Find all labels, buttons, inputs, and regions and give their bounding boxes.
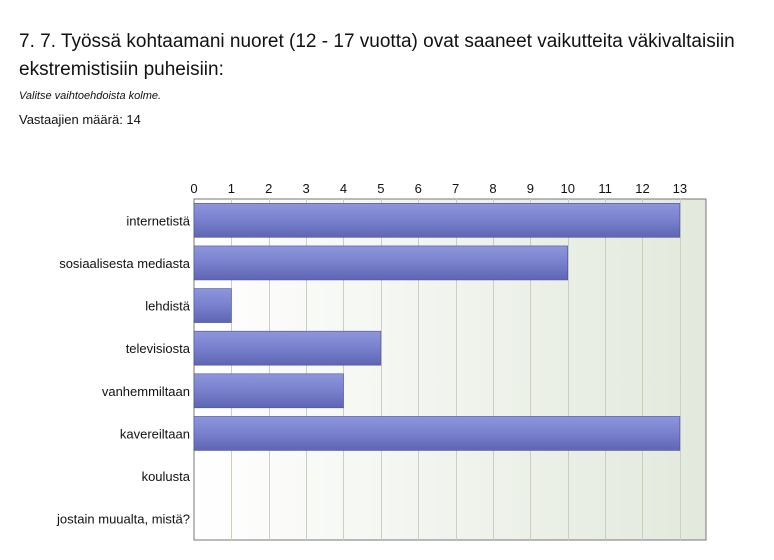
x-tick-label-10: 10 bbox=[560, 181, 574, 196]
x-tick-label-6: 6 bbox=[415, 181, 422, 196]
category-label-0: internetistä bbox=[126, 213, 190, 228]
bar-3 bbox=[193, 330, 382, 366]
category-label-6: koulusta bbox=[142, 469, 191, 484]
bar-0 bbox=[193, 203, 681, 238]
bar-5 bbox=[193, 416, 681, 451]
x-tick-label-8: 8 bbox=[489, 181, 496, 196]
x-tick-label-9: 9 bbox=[527, 181, 534, 196]
category-label-1: sosiaalisesta mediasta bbox=[59, 256, 191, 271]
category-label-7: jostain muualta, mistä? bbox=[56, 512, 190, 527]
x-axis-tick-labels: 0 1 2 3 4 5 6 7 8 9 10 11 12 13 bbox=[190, 181, 687, 196]
x-tick-label-5: 5 bbox=[377, 181, 384, 196]
bar-2 bbox=[193, 288, 232, 323]
x-tick-label-4: 4 bbox=[340, 181, 347, 196]
category-label-4: vanhemmiltaan bbox=[102, 384, 190, 399]
x-tick-label-3: 3 bbox=[302, 181, 309, 196]
category-label-5: kavereiltaan bbox=[120, 426, 190, 441]
category-labels: internetistä sosiaalisesta mediasta lehdis… bbox=[56, 213, 191, 526]
question-instruction: Valitse vaihtoehdoista kolme. bbox=[19, 90, 162, 102]
x-tick-label-7: 7 bbox=[452, 181, 459, 196]
category-label-3: televisiosta bbox=[126, 341, 191, 356]
x-tick-label-11: 11 bbox=[598, 181, 612, 196]
category-label-2: lehdistä bbox=[145, 299, 191, 314]
bar-1 bbox=[193, 245, 569, 281]
x-tick-label-2: 2 bbox=[265, 181, 272, 196]
x-tick-label-13: 13 bbox=[673, 181, 687, 196]
bars bbox=[193, 203, 681, 451]
x-tick-label-0: 0 bbox=[190, 181, 197, 196]
respondent-count: Vastaajien määrä: 14 bbox=[19, 112, 141, 127]
bar-4 bbox=[193, 373, 344, 409]
question-title: 7. 7. Työssä kohtaamani nuoret (12 - 17 … bbox=[19, 31, 735, 80]
x-tick-label-1: 1 bbox=[228, 181, 235, 196]
x-tick-label-12: 12 bbox=[635, 181, 649, 196]
